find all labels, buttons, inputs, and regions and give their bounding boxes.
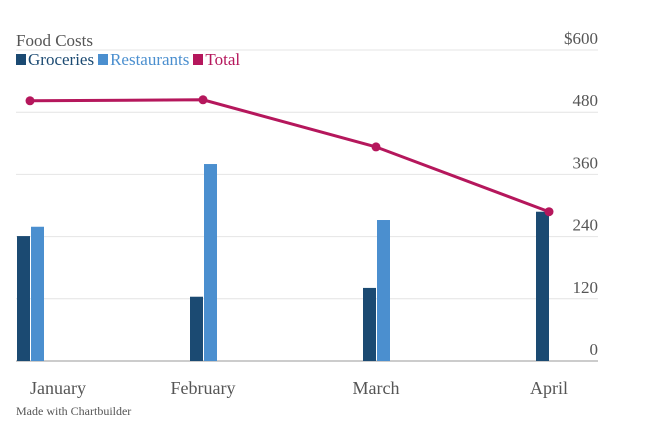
bar <box>363 287 376 361</box>
bar <box>31 226 44 361</box>
legend-item: Restaurants <box>98 50 189 70</box>
x-tick-label: January <box>30 378 86 398</box>
legend-swatch <box>16 54 26 65</box>
point <box>198 95 208 105</box>
point <box>371 142 381 152</box>
x-tick-label: April <box>530 378 568 398</box>
legend-label: Total <box>205 50 241 69</box>
legend-item: Groceries <box>16 50 94 70</box>
y-tick-label: 480 <box>573 91 599 110</box>
bar <box>190 296 203 361</box>
bar <box>204 164 217 361</box>
legend-swatch <box>98 54 109 65</box>
point <box>544 207 554 217</box>
chart-title: Food Costs <box>16 31 93 50</box>
y-tick-label: 120 <box>573 278 599 297</box>
x-tick-label: February <box>171 378 236 398</box>
legend-item: Total <box>193 50 240 70</box>
bar <box>17 236 30 361</box>
credit: Made with Chartbuilder <box>16 404 131 418</box>
y-tick-label: $600 <box>564 29 598 48</box>
legend-label: Restaurants <box>110 50 190 69</box>
y-tick-label: 0 <box>590 340 599 359</box>
x-tick-label: March <box>353 378 400 398</box>
point <box>25 96 35 106</box>
legend-label: Groceries <box>28 50 95 69</box>
legend-swatch <box>193 54 204 65</box>
legend: Groceries Restaurants Total <box>16 50 240 70</box>
line <box>29 98 550 214</box>
bar <box>377 220 390 361</box>
y-tick-label: 240 <box>573 216 599 235</box>
bar <box>536 211 549 361</box>
y-tick-label: 360 <box>573 153 599 172</box>
